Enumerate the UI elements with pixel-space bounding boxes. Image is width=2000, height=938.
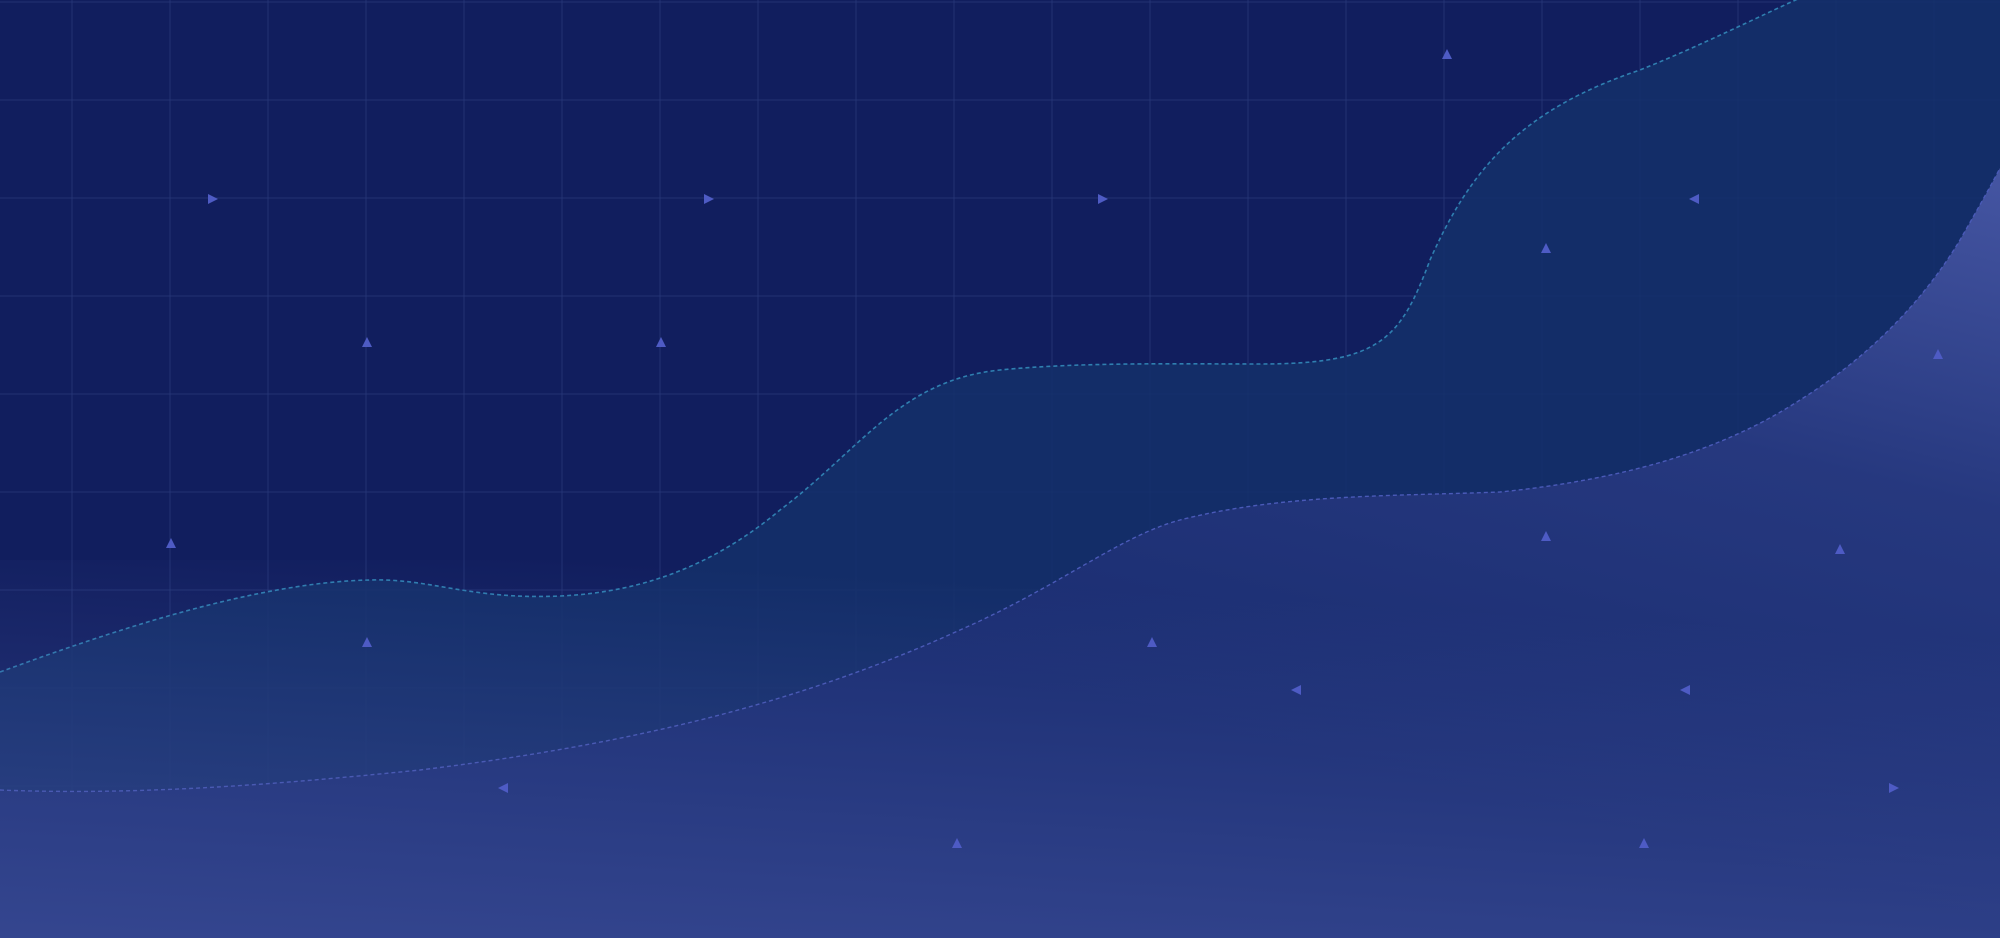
triangle-marker-up-icon	[656, 337, 666, 347]
wave-upper-line	[0, 0, 1798, 673]
triangle-marker-right-icon	[208, 194, 218, 204]
markers	[166, 49, 1943, 848]
triangle-marker-left-icon	[1680, 685, 1690, 695]
triangle-marker-up-icon	[362, 337, 372, 347]
triangle-marker-right-icon	[704, 194, 714, 204]
triangle-marker-up-icon	[362, 637, 372, 647]
triangle-marker-up-icon	[1442, 49, 1452, 59]
bottom-shade	[0, 560, 2000, 938]
triangle-marker-right-icon	[1889, 783, 1899, 793]
triangle-marker-up-icon	[1933, 349, 1943, 359]
triangle-marker-left-icon	[498, 783, 508, 793]
triangle-marker-left-icon	[1291, 685, 1301, 695]
triangle-marker-up-icon	[952, 838, 962, 848]
triangle-marker-up-icon	[1541, 243, 1551, 253]
triangle-marker-up-icon	[1835, 544, 1845, 554]
triangle-marker-up-icon	[1147, 637, 1157, 647]
triangle-marker-up-icon	[1639, 838, 1649, 848]
triangle-marker-right-icon	[1098, 194, 1108, 204]
triangle-marker-up-icon	[1541, 531, 1551, 541]
triangle-marker-up-icon	[166, 538, 176, 548]
triangle-marker-left-icon	[1689, 194, 1699, 204]
